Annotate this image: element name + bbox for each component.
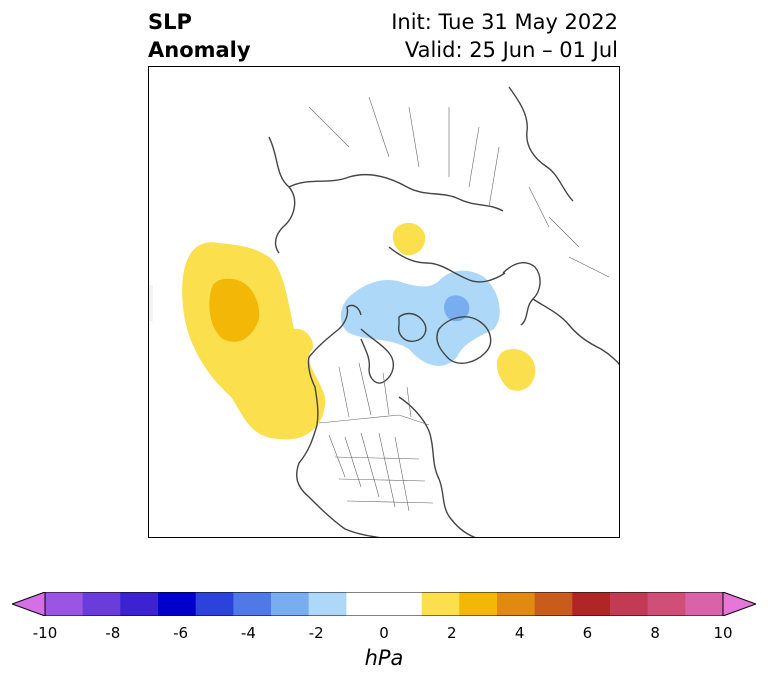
colorbar-cell [610, 592, 649, 616]
colorbar-tick-label: -4 [240, 624, 256, 642]
colorbar-cell [271, 592, 310, 616]
map-canvas [149, 86, 619, 537]
alaska-coast [308, 304, 362, 358]
scandinavia [502, 262, 541, 326]
colorbar-cell [647, 592, 686, 616]
colorbar-cell [384, 592, 423, 616]
europe-coast [532, 298, 619, 366]
map-panel [148, 66, 620, 538]
colorbar-cell [685, 592, 724, 616]
north-pacific-high-outer [182, 242, 326, 440]
title-line-1: SLP [148, 10, 192, 34]
colorbar-tick-label: -10 [32, 624, 58, 642]
colorbar-cell [497, 592, 536, 616]
colorbar-tick-label: 0 [379, 624, 389, 642]
colorbar-tick-label: 8 [650, 624, 660, 642]
title-line-2: Anomaly [148, 38, 251, 62]
colorbar-cell [120, 592, 159, 616]
colorbar-tick-label: -2 [308, 624, 324, 642]
colorbar-cell [459, 592, 498, 616]
canadian-arctic-islands [398, 312, 427, 342]
colorbar-unit: hPa [364, 646, 404, 670]
colorbar-outline [44, 592, 724, 616]
greenland [436, 316, 492, 364]
colorbar-cell [346, 592, 385, 616]
valid-range: Valid: 25 Jun – 01 Jul [404, 38, 618, 62]
hudson-bay [360, 328, 395, 384]
colorbar-cell [82, 592, 121, 616]
colorbar [12, 592, 756, 616]
colorbar-cell [195, 592, 234, 616]
colorbar-extend-high [722, 592, 756, 616]
canada-province-lines [338, 362, 412, 418]
colorbar-cell [233, 592, 272, 616]
kamchatka [268, 136, 296, 254]
north-atlantic-high [496, 348, 536, 391]
colorbar-tick-label: -6 [173, 624, 189, 642]
siberia-coast [288, 173, 504, 212]
north-america-west-coast [296, 356, 381, 537]
forecast-dates: Init: Tue 31 May 2022 Valid: 25 Jun – 01… [391, 8, 618, 64]
coastlines [268, 86, 619, 537]
eurasia-country-lines [308, 96, 610, 278]
east-asia-coast [508, 86, 574, 202]
colorbar-cell [534, 592, 573, 616]
us-canada-border [318, 414, 430, 426]
east-north-america-coast [398, 396, 476, 537]
colorbar-cell [572, 592, 611, 616]
colorbar-extend-low [12, 592, 46, 616]
map-title: SLP Anomaly [148, 8, 251, 64]
eurasia-north-coast [388, 246, 506, 283]
map-edge-band [149, 285, 153, 321]
colorbar-cell [158, 592, 197, 616]
colorbar-cell [45, 592, 84, 616]
colorbar-tick-label: 6 [582, 624, 593, 642]
north-pacific-high-core [209, 278, 260, 342]
colorbar-tick-label: 4 [514, 624, 525, 642]
us-state-lines [328, 432, 434, 512]
colorbar-tick-label: 10 [713, 624, 733, 642]
init-date: Init: Tue 31 May 2022 [391, 10, 618, 34]
siberia-high [392, 222, 426, 256]
arctic-low-core [444, 295, 470, 322]
colorbar-tick-label: -8 [105, 624, 121, 642]
political-boundaries [308, 96, 610, 512]
colorbar-tick-label: 2 [447, 624, 457, 642]
colorbar-cell [421, 592, 460, 616]
colorbar-cell [308, 592, 347, 616]
